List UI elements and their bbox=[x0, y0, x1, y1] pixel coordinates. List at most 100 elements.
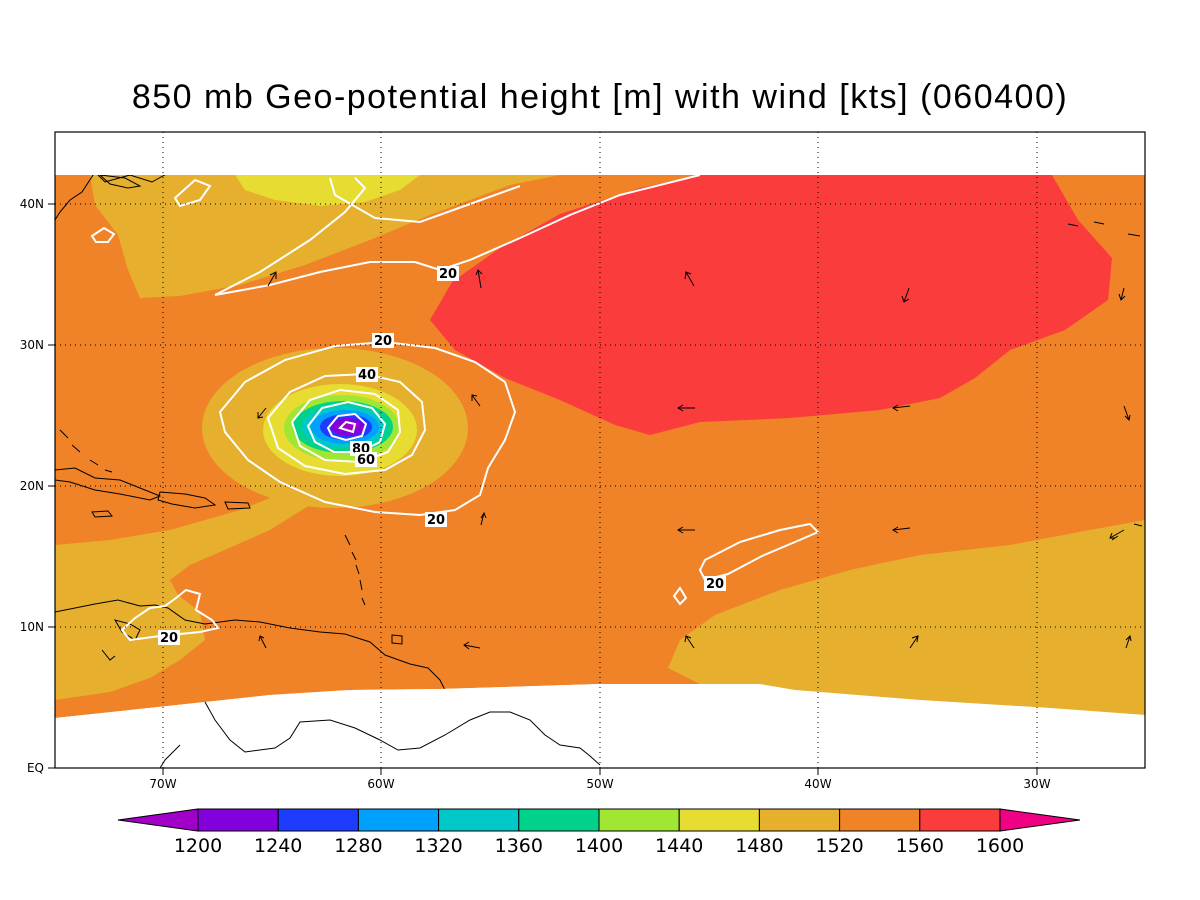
height-field bbox=[55, 175, 1145, 718]
wind-contour-north bbox=[214, 174, 701, 296]
height-band-1520-nw bbox=[90, 175, 560, 298]
colorbar-arrow-low bbox=[117, 808, 199, 832]
colorbar-label: 1320 bbox=[414, 835, 462, 857]
x-axis-labels: 70W 60W 50W 40W 30W bbox=[149, 777, 1050, 791]
y-tick-label: 10N bbox=[20, 620, 44, 634]
height-band-1520-se bbox=[668, 520, 1145, 715]
colorbar-label: 1200 bbox=[174, 835, 222, 857]
colorbar-swatch bbox=[598, 808, 680, 832]
y-axis-labels: EQ 10N 20N 30N 40N bbox=[20, 197, 44, 775]
coastlines-south bbox=[159, 701, 601, 768]
wind-arrow bbox=[257, 407, 267, 419]
wind-contour-nw-blob bbox=[90, 226, 116, 243]
colorbar-swatch bbox=[277, 808, 359, 832]
wind-arrow bbox=[258, 635, 267, 649]
wind-arrow bbox=[471, 394, 481, 407]
wind-arrow bbox=[463, 641, 481, 650]
colorbar-label: 1480 bbox=[735, 835, 783, 857]
wind-arrow bbox=[475, 269, 483, 289]
colorbar-swatch bbox=[518, 808, 600, 832]
coast-bahamas bbox=[59, 429, 113, 473]
x-tick-label: 70W bbox=[149, 777, 176, 791]
y-tick-label: 30N bbox=[20, 338, 44, 352]
missing-data-south bbox=[55, 684, 1145, 768]
colorbar-swatch bbox=[438, 808, 520, 832]
wind-contour-20-low bbox=[218, 340, 517, 517]
svg-text:20: 20 bbox=[439, 267, 457, 282]
colorbar-swatch bbox=[678, 808, 760, 832]
wind-arrow bbox=[677, 526, 695, 534]
contour-label-north: 20 bbox=[437, 266, 459, 282]
contour-label-caribbean: 20 bbox=[158, 630, 180, 646]
wind-contour-60-low bbox=[290, 388, 402, 464]
colorbar-swatch bbox=[839, 808, 921, 832]
colorbar-label: 1600 bbox=[976, 835, 1024, 857]
wind-arrow bbox=[1125, 634, 1132, 649]
chart-title: 850 mb Geo-potential height [m] with win… bbox=[131, 78, 1069, 116]
coast-trinidad bbox=[391, 634, 403, 645]
y-tick-label: EQ bbox=[27, 761, 44, 775]
height-band-1600 bbox=[430, 175, 1112, 435]
wind-vectors bbox=[257, 269, 1132, 650]
contour-label-low-outer: 20 bbox=[372, 333, 394, 349]
wind-arrow bbox=[1109, 529, 1125, 539]
wind-arrow bbox=[1123, 405, 1131, 422]
svg-text:20: 20 bbox=[706, 577, 724, 592]
x-tick-label: 40W bbox=[804, 777, 831, 791]
wind-contour-40-low bbox=[266, 372, 427, 476]
svg-text:20: 20 bbox=[160, 631, 178, 646]
wind-arrow bbox=[909, 635, 919, 649]
coast-hispaniola bbox=[157, 491, 217, 509]
contour-label-east: 20 bbox=[704, 576, 726, 592]
wind-contour-east-loop bbox=[698, 522, 820, 582]
coast-south-america-lower bbox=[159, 701, 601, 768]
coast-lesser-antilles bbox=[344, 534, 366, 606]
colorbar-swatch bbox=[197, 808, 279, 832]
wind-contour-labels: 20 20 40 80 60 20 20 20 bbox=[158, 266, 726, 646]
height-band-1480-north bbox=[235, 175, 420, 206]
contour-label-low-south: 20 bbox=[425, 512, 447, 528]
coast-jamaica bbox=[91, 510, 113, 518]
wind-arrow bbox=[1118, 287, 1126, 301]
coast-cuba bbox=[55, 467, 162, 501]
colorbar-label: 1280 bbox=[334, 835, 382, 857]
x-tick-label: 50W bbox=[586, 777, 613, 791]
svg-text:20: 20 bbox=[427, 513, 445, 528]
axis-ticks bbox=[48, 203, 1038, 775]
coast-puerto-rico bbox=[224, 501, 251, 510]
x-tick-label: 30W bbox=[1023, 777, 1050, 791]
colorbar-swatch bbox=[357, 808, 440, 832]
colorbar-arrow-high bbox=[999, 808, 1081, 832]
contour-label-low-60: 60 bbox=[355, 452, 377, 468]
wind-arrow bbox=[892, 526, 911, 534]
wind-arrow bbox=[684, 635, 695, 649]
colorbar-label: 1400 bbox=[575, 835, 623, 857]
y-tick-label: 20N bbox=[20, 479, 44, 493]
svg-text:40: 40 bbox=[358, 368, 376, 383]
gridlines bbox=[55, 132, 1145, 768]
colorbar-label: 1360 bbox=[495, 835, 543, 857]
x-tick-label: 60W bbox=[367, 777, 394, 791]
colorbar-label: 1520 bbox=[815, 835, 863, 857]
wind-arrow bbox=[901, 287, 910, 303]
colorbar-swatch bbox=[758, 808, 841, 832]
colorbar-label: 1440 bbox=[655, 835, 703, 857]
svg-text:60: 60 bbox=[357, 453, 375, 468]
y-tick-label: 40N bbox=[20, 197, 44, 211]
colorbar-swatch bbox=[919, 808, 1001, 832]
wind-arrow bbox=[267, 271, 277, 287]
coast-azores bbox=[1067, 221, 1141, 237]
height-band-1520-sw bbox=[55, 490, 310, 700]
wind-arrow bbox=[892, 404, 911, 412]
contour-label-low-40: 40 bbox=[356, 367, 378, 383]
missing-data-north bbox=[55, 132, 1145, 175]
wind-arrow bbox=[684, 271, 695, 287]
wind-contour-nw-loop bbox=[173, 178, 212, 208]
wind-arrow bbox=[480, 511, 487, 526]
colorbar-label: 1240 bbox=[254, 835, 302, 857]
colorbar-label: 1560 bbox=[896, 835, 944, 857]
wind-contour-80-low bbox=[306, 400, 387, 453]
svg-text:20: 20 bbox=[374, 334, 392, 349]
wind-arrow bbox=[677, 404, 695, 412]
